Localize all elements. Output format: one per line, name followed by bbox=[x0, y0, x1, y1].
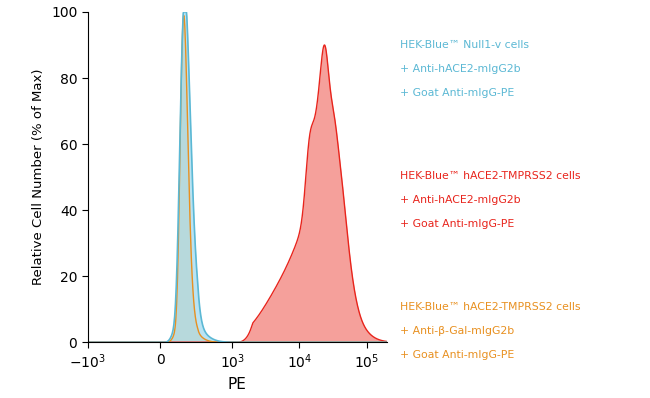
X-axis label: PE: PE bbox=[227, 377, 247, 392]
Text: HEK-Blue™ hACE2-TMPRSS2 cells: HEK-Blue™ hACE2-TMPRSS2 cells bbox=[400, 171, 580, 181]
Y-axis label: Relative Cell Number (% of Max): Relative Cell Number (% of Max) bbox=[32, 69, 46, 285]
Text: HEK-Blue™ Null1-v cells: HEK-Blue™ Null1-v cells bbox=[400, 40, 528, 50]
Text: + Goat Anti-mIgG-PE: + Goat Anti-mIgG-PE bbox=[400, 219, 514, 229]
Text: + Anti-hACE2-mIgG2b: + Anti-hACE2-mIgG2b bbox=[400, 64, 521, 74]
Text: + Anti-hACE2-mIgG2b: + Anti-hACE2-mIgG2b bbox=[400, 195, 521, 205]
Text: + Goat Anti-mIgG-PE: + Goat Anti-mIgG-PE bbox=[400, 350, 514, 360]
Text: + Goat Anti-mIgG-PE: + Goat Anti-mIgG-PE bbox=[400, 88, 514, 98]
Text: HEK-Blue™ hACE2-TMPRSS2 cells: HEK-Blue™ hACE2-TMPRSS2 cells bbox=[400, 302, 580, 312]
Text: + Anti-β-Gal-mIgG2b: + Anti-β-Gal-mIgG2b bbox=[400, 326, 514, 336]
